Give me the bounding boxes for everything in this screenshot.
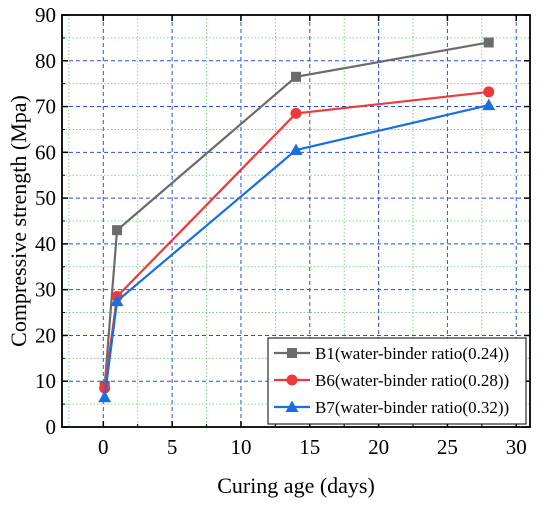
y-tick-label: 70 [35, 95, 56, 119]
legend-marker-2 [286, 374, 298, 386]
data-point-series-2 [290, 107, 302, 119]
series-layer [98, 37, 496, 403]
legend-marker-3 [285, 400, 299, 412]
data-point-series-2 [483, 86, 495, 98]
y-tick-label: 0 [46, 415, 57, 439]
y-tick-label: 30 [35, 278, 56, 302]
x-tick-label: 5 [167, 435, 178, 459]
series-line-3 [103, 104, 489, 398]
x-tick-label: 10 [230, 435, 251, 459]
y-tick-label: 40 [35, 232, 56, 256]
legend: B1(water-binder ratio(0.24)) B6(water-bin… [267, 337, 527, 425]
x-tick-label: 25 [437, 435, 458, 459]
series-line-1 [103, 41, 489, 386]
axis-ticks [62, 14, 530, 428]
y-tick-labels: 0 10 20 30 40 50 60 70 80 90 [35, 3, 56, 439]
data-point-series-1 [483, 37, 494, 48]
legend-label-3: B7(water-binder ratio(0.32)) [315, 398, 509, 417]
y-tick-label: 50 [35, 186, 56, 210]
y-tick-label: 80 [35, 49, 56, 73]
x-tick-labels: 0 5 10 15 20 25 30 [98, 435, 527, 459]
data-point-series-2 [99, 382, 111, 394]
x-tick-label: 0 [98, 435, 109, 459]
y-tick-label: 60 [35, 140, 56, 164]
data-point-series-3 [98, 390, 112, 403]
y-tick-label: 10 [35, 369, 56, 393]
x-tick-label: 20 [368, 435, 389, 459]
y-axis-title: Compressive strength (Mpa) [6, 95, 31, 347]
legend-label-1: B1(water-binder ratio(0.24)) [315, 344, 509, 363]
legend-label-2: B6(water-binder ratio(0.28)) [315, 371, 509, 390]
legend-items: B1(water-binder ratio(0.24)) B6(water-bin… [274, 344, 509, 417]
y-tick-label: 20 [35, 323, 56, 347]
x-tick-label: 30 [506, 435, 527, 459]
x-axis-title: Curing age (days) [217, 473, 375, 498]
data-point-series-3 [289, 143, 303, 156]
data-point-series-1 [112, 225, 123, 236]
data-point-series-1 [291, 71, 301, 82]
legend-box [267, 337, 527, 425]
legend-marker-1 [287, 348, 297, 358]
data-point-series-3 [110, 294, 124, 307]
x-tick-label: 15 [299, 435, 320, 459]
y-tick-label: 90 [35, 3, 56, 27]
data-point-series-3 [482, 98, 496, 111]
